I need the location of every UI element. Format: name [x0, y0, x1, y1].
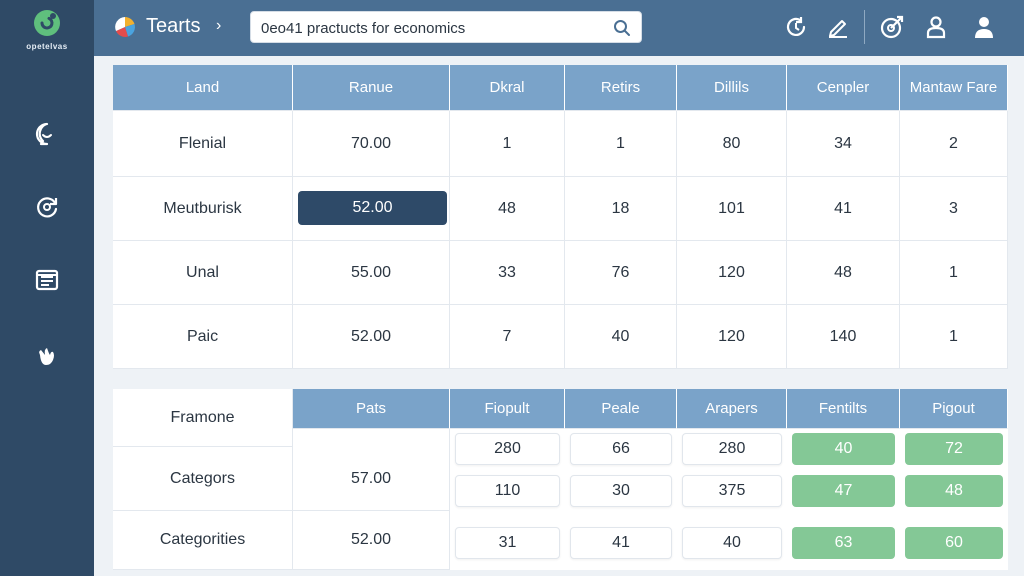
column-header[interactable]: Fiopult: [450, 389, 565, 429]
column-header[interactable]: Arapers: [677, 389, 787, 429]
column-header[interactable]: Cenpler: [787, 65, 900, 111]
table-cell: 55.00: [293, 241, 450, 305]
top-header: Tearts ›: [94, 0, 1024, 56]
status-badge[interactable]: 47: [792, 475, 895, 507]
row-label: Categorities: [113, 511, 293, 570]
table-cell: 76: [565, 241, 677, 305]
section-label: Framone: [113, 389, 293, 447]
data-table-main: Land Ranue Dkral Retirs Dillils Cenpler Mantaw…: [113, 65, 1008, 369]
table-cell: 52.00: [293, 305, 450, 369]
value-chip[interactable]: 30: [570, 475, 672, 507]
sidebar: opetelvas: [0, 0, 94, 576]
value-chip[interactable]: 280: [455, 433, 560, 465]
column-header[interactable]: Dkral: [450, 65, 565, 111]
row-label: Categors: [113, 447, 293, 511]
table-cell: 40: [565, 305, 677, 369]
list-icon[interactable]: [33, 266, 61, 294]
row-value: 57.00: [293, 447, 450, 511]
header-divider: [864, 10, 865, 44]
row-label: Meutburisk: [113, 177, 293, 241]
logo-icon: [32, 8, 62, 38]
table-cell: 3: [900, 177, 1008, 241]
search-input[interactable]: [261, 17, 591, 39]
empty-cell: [293, 429, 450, 447]
search-bar: [250, 11, 642, 43]
table-cell: 1: [565, 111, 677, 177]
table-cell: 48: [787, 241, 900, 305]
row-label: Unal: [113, 241, 293, 305]
table-cell: 1: [450, 111, 565, 177]
value-chip[interactable]: 66: [570, 433, 672, 465]
brand-icon: [114, 16, 136, 38]
table-cell: 80: [677, 111, 787, 177]
breadcrumb-chevron-icon[interactable]: ›: [216, 17, 222, 34]
table-cell: [293, 177, 450, 241]
search-icon[interactable]: [613, 19, 631, 37]
refresh-arrow-icon[interactable]: [782, 13, 810, 41]
table-cell: 2: [900, 111, 1008, 177]
row-value: 52.00: [293, 511, 450, 570]
status-badge[interactable]: 40: [792, 433, 895, 465]
account-icon[interactable]: [970, 13, 998, 41]
value-chip[interactable]: 31: [455, 527, 560, 559]
column-header[interactable]: Ranue: [293, 65, 450, 111]
edit-icon[interactable]: [824, 13, 852, 41]
row-label: Paic: [113, 305, 293, 369]
table-cell: 48: [450, 177, 565, 241]
status-badge[interactable]: 60: [905, 527, 1003, 559]
hand-icon[interactable]: [33, 340, 61, 368]
column-header[interactable]: Mantaw Fare: [900, 65, 1008, 111]
table-cell: 1: [900, 241, 1008, 305]
app-logo[interactable]: opetelvas: [0, 8, 94, 58]
refresh-icon[interactable]: [33, 193, 61, 221]
table-cell: 70.00: [293, 111, 450, 177]
logo-text: opetelvas: [26, 42, 68, 51]
value-chip[interactable]: 41: [570, 527, 672, 559]
column-header[interactable]: Fentilts: [787, 389, 900, 429]
value-chip[interactable]: 280: [682, 433, 782, 465]
column-header[interactable]: Dillils: [677, 65, 787, 111]
value-chip[interactable]: 40: [682, 527, 782, 559]
chat-icon[interactable]: [33, 120, 61, 148]
column-header[interactable]: Land: [113, 65, 293, 111]
table-cell: 1: [900, 305, 1008, 369]
value-chip[interactable]: 110: [455, 475, 560, 507]
status-badge[interactable]: 72: [905, 433, 1003, 465]
row-label: Flenial: [113, 111, 293, 177]
column-header[interactable]: Peale: [565, 389, 677, 429]
table-cell: 18: [565, 177, 677, 241]
table-cell: 41: [787, 177, 900, 241]
table-cell: 120: [677, 241, 787, 305]
table-cell: 120: [677, 305, 787, 369]
column-header[interactable]: Pigout: [900, 389, 1008, 429]
selected-cell[interactable]: 52.00: [298, 191, 447, 225]
app-title[interactable]: Tearts: [146, 15, 201, 37]
table-cell: 33: [450, 241, 565, 305]
table-cell: 34: [787, 111, 900, 177]
value-chip[interactable]: 375: [682, 475, 782, 507]
status-badge[interactable]: 48: [905, 475, 1003, 507]
user-icon[interactable]: [922, 13, 950, 41]
data-table-summary: Framone Pats Fiopult Peale Arapers Fentilts Pi…: [113, 389, 1008, 570]
status-badge[interactable]: 63: [792, 527, 895, 559]
table-cell: 101: [677, 177, 787, 241]
table-cell: 140: [787, 305, 900, 369]
target-icon[interactable]: [878, 13, 906, 41]
table-cell: 7: [450, 305, 565, 369]
column-header[interactable]: Pats: [293, 389, 450, 429]
column-header[interactable]: Retirs: [565, 65, 677, 111]
